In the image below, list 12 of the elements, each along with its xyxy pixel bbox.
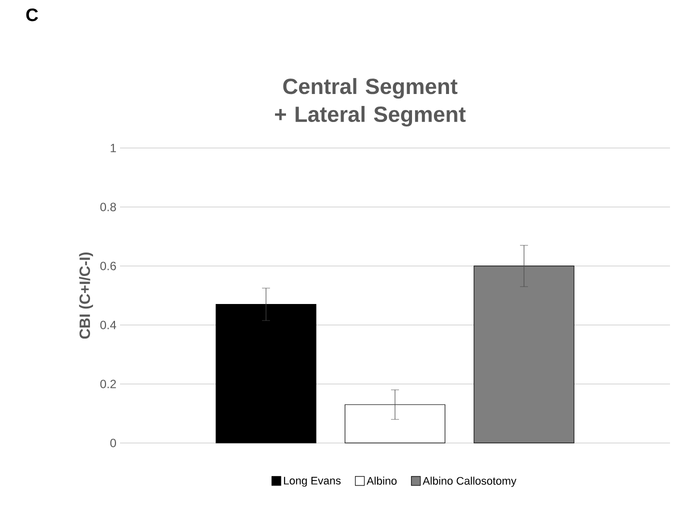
y-tick-label: 0.6 xyxy=(100,262,116,270)
legend-label: Albino Callosotomy xyxy=(422,476,516,487)
legend-label: Long Evans xyxy=(284,476,341,487)
y-axis-title: CBI (C+I/C-I) xyxy=(79,252,94,339)
y-tick-label: 0 xyxy=(110,438,116,448)
y-tick-label: 0.4 xyxy=(100,320,116,330)
chart-title: Central Segment + Lateral Segment xyxy=(275,78,466,126)
legend-label: Albino xyxy=(366,476,397,485)
y-tick-label: 1 xyxy=(110,144,116,152)
text: C xyxy=(26,8,38,22)
y-tick-label: 0.8 xyxy=(100,202,116,212)
y-tick-label: 0.2 xyxy=(100,380,116,388)
